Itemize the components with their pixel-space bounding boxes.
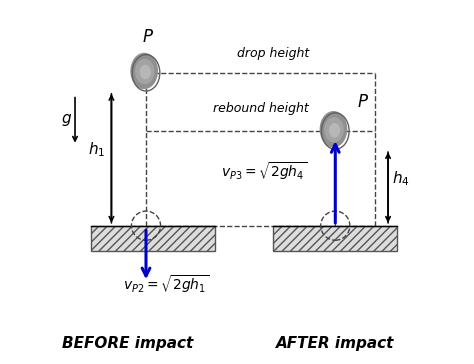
Text: drop height: drop height (237, 47, 310, 60)
Text: $h_1$: $h_1$ (88, 140, 106, 159)
Text: $h_4$: $h_4$ (392, 169, 410, 188)
Text: $g$: $g$ (61, 112, 72, 128)
Bar (91, 226, 215, 251)
Text: BEFORE impact: BEFORE impact (62, 336, 193, 351)
Ellipse shape (135, 59, 155, 84)
Text: $P$: $P$ (142, 28, 154, 46)
Ellipse shape (329, 123, 340, 138)
Ellipse shape (319, 111, 347, 147)
Text: $v_{P3} = \sqrt{2gh_4}$: $v_{P3} = \sqrt{2gh_4}$ (221, 160, 307, 182)
Text: AFTER impact: AFTER impact (276, 336, 394, 351)
Text: rebound height: rebound height (213, 102, 309, 115)
Ellipse shape (324, 117, 344, 143)
Bar (273, 226, 397, 251)
Text: $v_{P2} = \sqrt{2gh_1}$: $v_{P2} = \sqrt{2gh_1}$ (123, 273, 209, 295)
Ellipse shape (130, 53, 158, 89)
Text: $P$: $P$ (356, 93, 369, 111)
Ellipse shape (140, 65, 151, 79)
